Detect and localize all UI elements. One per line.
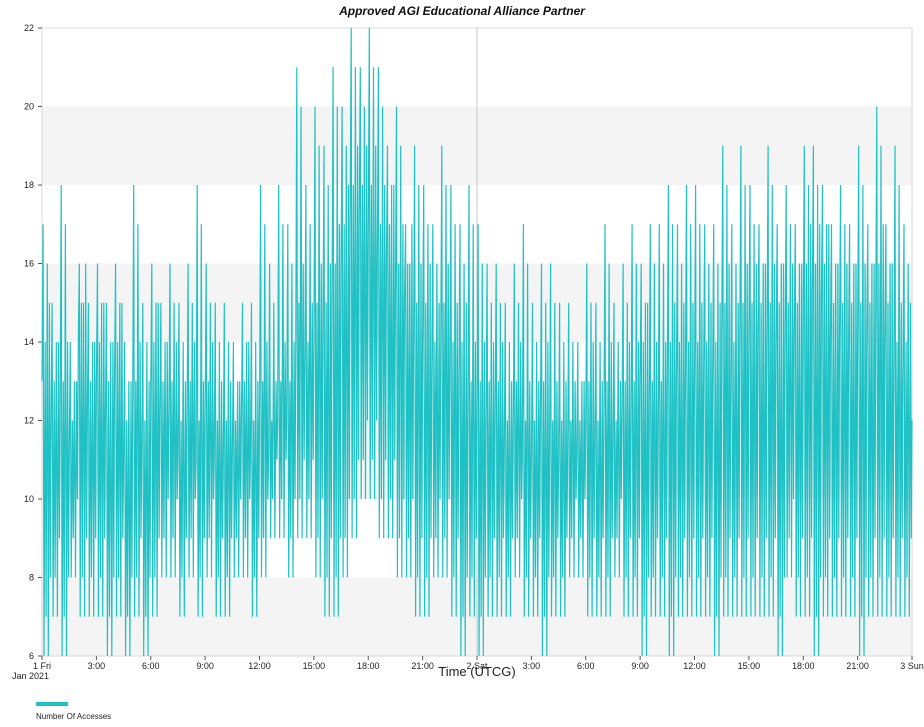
- x-tick-label: 9:00: [631, 661, 649, 671]
- y-tick-label: 18: [24, 180, 34, 190]
- legend-label: Number Of Accesses: [36, 712, 112, 721]
- x-axis-label: Time (UTCG): [438, 664, 516, 679]
- x-tick-label: 3:00: [88, 661, 106, 671]
- x-tick-label: 15:00: [303, 661, 326, 671]
- y-tick-label: 6: [29, 651, 34, 661]
- y-tick-label: 20: [24, 102, 34, 112]
- chart-title: Approved AGI Educational Alliance Partne…: [339, 4, 585, 18]
- x-axis-date-label: Jan 2021: [12, 671, 49, 681]
- x-axis: 1 Fri 3:00 6:00 9:00 12:00 15:00 18:00 21:00 2 S…: [33, 656, 924, 671]
- x-tick-label: 21:00: [846, 661, 869, 671]
- y-tick-label: 8: [29, 573, 34, 583]
- x-tick-label: 1 Fri: [33, 661, 51, 671]
- y-tick-label: 22: [24, 23, 34, 33]
- series-number-of-accesses: [41, 27, 913, 657]
- x-tick-label: 21:00: [411, 661, 434, 671]
- y-axis: 6 8 10 12 14 16 18 20 22: [24, 23, 42, 661]
- x-tick-label: 18:00: [792, 661, 815, 671]
- legend-swatch: [36, 702, 68, 706]
- y-tick-label: 16: [24, 259, 34, 269]
- x-tick-label: 15:00: [738, 661, 761, 671]
- x-tick-label: 2 Sat: [466, 661, 488, 671]
- x-tick-label: 9:00: [196, 661, 214, 671]
- x-tick-label: 3 Sun: [900, 661, 924, 671]
- x-tick-label: 6:00: [577, 661, 595, 671]
- legend: Number Of Accesses: [36, 702, 111, 721]
- y-tick-label: 14: [24, 337, 34, 347]
- x-tick-label: 3:00: [523, 661, 541, 671]
- x-tick-label: 12:00: [683, 661, 706, 671]
- x-tick-label: 6:00: [142, 661, 160, 671]
- x-tick-label: 12:00: [248, 661, 271, 671]
- y-tick-label: 12: [24, 416, 34, 426]
- x-tick-label: 18:00: [357, 661, 380, 671]
- y-tick-label: 10: [24, 494, 34, 504]
